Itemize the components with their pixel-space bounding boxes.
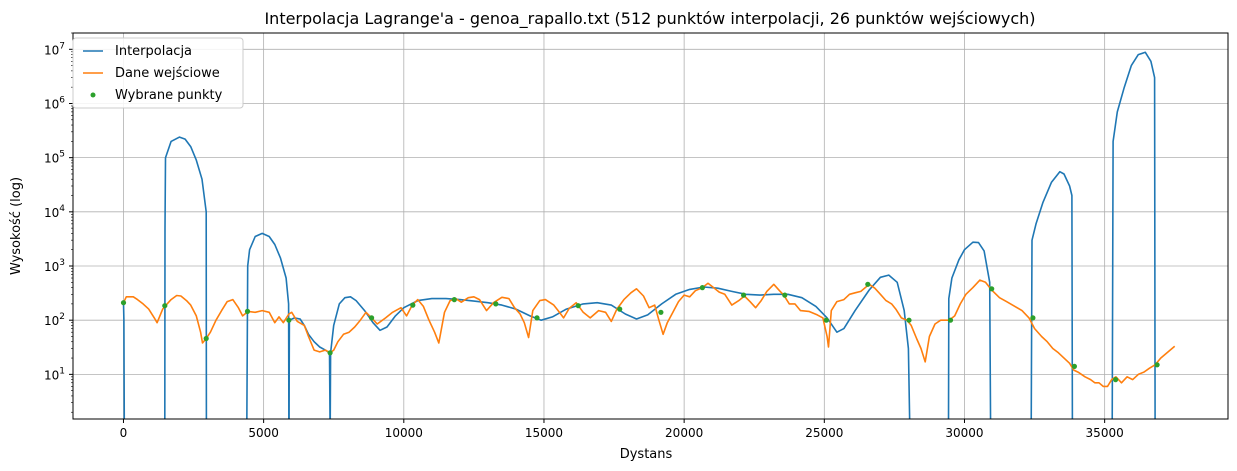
x-tick-label: 35000 — [1086, 426, 1124, 440]
series-wybrane-punkty-point — [410, 302, 416, 308]
y-tick-label: 101 — [44, 366, 65, 382]
y-tick-label: 105 — [44, 150, 65, 166]
series-wybrane-punkty-point — [244, 308, 251, 314]
x-tick-label: 0 — [120, 426, 128, 440]
series-wybrane-punkty-point — [906, 317, 912, 323]
series-wybrane-punkty-point — [989, 286, 995, 292]
series-interpolacja-line — [947, 241, 992, 419]
series-wybrane-punkty-point — [1113, 377, 1119, 383]
x-tick-label: 10000 — [385, 426, 423, 440]
series-wybrane-punkty-point — [617, 306, 623, 312]
series-wybrane-punkty-point — [699, 285, 706, 291]
series-interpolacja-line — [1111, 51, 1156, 419]
grid — [73, 33, 1228, 419]
x-axis-label: Dystans — [620, 447, 673, 462]
plot-area — [73, 33, 1228, 419]
series-layer — [120, 51, 1176, 419]
chart-title: Interpolacja Lagrange'a - genoa_rapallo.… — [264, 9, 1035, 29]
series-wybrane-punkty-point — [1071, 363, 1077, 369]
y-tick-label: 106 — [44, 95, 65, 111]
series-wybrane-punkty-point — [1154, 362, 1160, 368]
series-wybrane-punkty-point — [741, 292, 747, 298]
series-interpolacja-line — [1030, 170, 1074, 419]
series-interpolacja-line — [122, 302, 126, 419]
x-tick-label: 20000 — [665, 426, 703, 440]
series-wybrane-punkty-point — [1030, 315, 1036, 321]
series-wybrane-punkty-point — [782, 292, 788, 298]
series-wybrane-punkty-point — [947, 317, 954, 323]
x-tick-label: 30000 — [945, 426, 983, 440]
legend-marker-wybrane-punkty — [90, 92, 96, 98]
series-wybrane-punkty-point — [120, 300, 127, 306]
series-wybrane-punkty-point — [451, 297, 457, 303]
series-interpolacja-line — [246, 232, 290, 419]
series-wybrane-punkty-point — [286, 317, 292, 323]
y-axis-label: Wysokość (log) — [9, 177, 24, 275]
series-wybrane-punkty-point — [162, 303, 168, 309]
x-tick-label: 15000 — [525, 426, 563, 440]
series-wybrane-punkty-point — [369, 315, 375, 321]
legend-label-wybrane-punkty: Wybrane punkty — [115, 88, 223, 103]
legend: Interpolacja Dane wejściowe Wybrane punk… — [72, 37, 244, 109]
y-axis-ticks: 101 102 103 104 105 106 107 — [44, 32, 73, 413]
x-tick-label: 5000 — [248, 426, 279, 440]
series-wybrane-punkty-point — [534, 315, 540, 321]
x-tick-label: 25000 — [805, 426, 843, 440]
series-wybrane-punkty-point — [658, 309, 664, 315]
y-tick-label: 102 — [44, 312, 65, 328]
series-wybrane-punkty-point — [493, 301, 499, 307]
legend-label-dane-wejsciowe: Dane wejściowe — [115, 66, 220, 81]
x-axis-ticks: 0 5000 10000 15000 20000 25000 30000 35000 — [120, 419, 1124, 440]
y-tick-label: 107 — [44, 41, 65, 57]
plot-frame — [72, 32, 1229, 420]
y-tick-label: 104 — [44, 204, 65, 220]
series-wybrane-punkty-point — [575, 303, 581, 309]
series-wybrane-punkty-point — [203, 335, 209, 342]
y-tick-label: 103 — [44, 258, 65, 274]
series-wybrane-punkty-point — [327, 350, 333, 356]
series-interpolacja-line — [164, 136, 208, 419]
legend-label-interpolacja: Interpolacja — [115, 44, 192, 59]
series-interpolacja-line — [329, 274, 911, 419]
series-dane-wejsciowe-line — [122, 279, 1176, 388]
legend-box — [72, 37, 244, 109]
series-wybrane-punkty-point — [823, 317, 829, 323]
series-wybrane-punkty-point — [865, 281, 871, 287]
